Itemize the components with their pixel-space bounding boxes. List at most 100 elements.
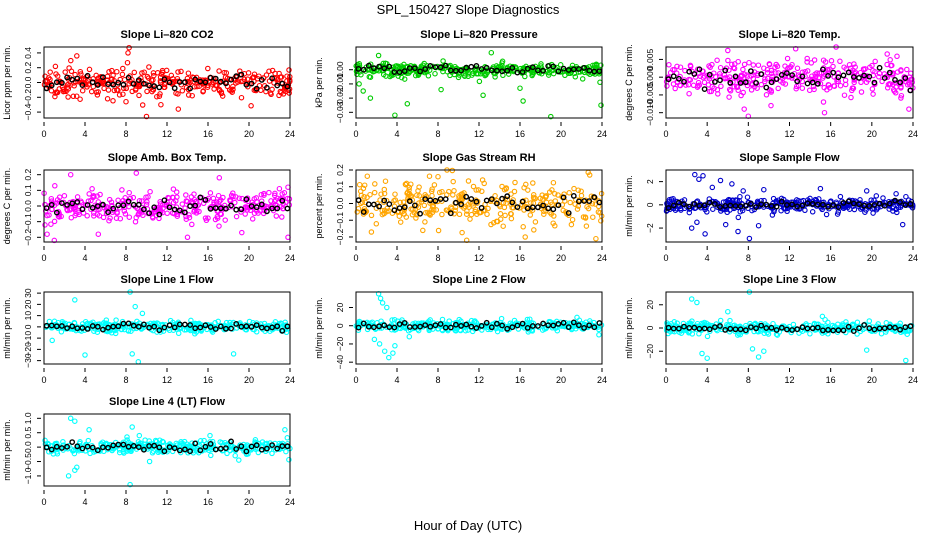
- reference-point: [396, 205, 403, 212]
- reference-point: [748, 324, 754, 330]
- data-point-outlier: [133, 170, 140, 176]
- reference-point: [892, 77, 898, 83]
- data-point: [578, 192, 585, 199]
- y-tick-label: 0.2: [23, 169, 33, 181]
- data-point: [237, 442, 243, 448]
- y-tick-label: 0.2: [335, 164, 345, 176]
- plot-frame: [665, 169, 914, 243]
- data-point: [90, 76, 96, 82]
- reference-point: [442, 196, 449, 203]
- y-tick-label: −0.01: [335, 73, 345, 95]
- reference-point: [233, 206, 240, 213]
- data-point: [58, 213, 64, 220]
- data-point: [820, 75, 826, 81]
- data-point: [456, 193, 462, 199]
- data-point: [42, 222, 48, 228]
- data-point: [91, 193, 97, 200]
- data-point: [512, 64, 518, 70]
- data-point: [768, 67, 775, 74]
- reference-point: [581, 65, 587, 71]
- x-tick-label: 16: [826, 129, 836, 139]
- reference-point: [691, 71, 698, 77]
- reference-point: [892, 197, 898, 204]
- reference-point: [586, 198, 593, 205]
- x-tick-label: 12: [162, 497, 172, 507]
- y-axis-label: ml/min per min.: [314, 297, 324, 359]
- x-tick-label: 16: [203, 375, 213, 385]
- reference-point: [504, 325, 511, 332]
- data-point: [733, 83, 740, 90]
- data-point: [261, 207, 268, 214]
- reference-point: [830, 69, 837, 76]
- data-point: [459, 229, 465, 236]
- reference-point: [176, 447, 183, 454]
- data-point-outlier: [184, 234, 191, 241]
- y-tick-label: 0: [23, 324, 33, 329]
- y-tick-label: 0: [645, 325, 655, 330]
- reference-point: [509, 199, 516, 206]
- data-point: [284, 73, 290, 79]
- reference-point: [866, 325, 873, 332]
- reference-point: [105, 444, 112, 451]
- reference-point: [391, 69, 398, 76]
- reference-point: [263, 84, 270, 91]
- data-point: [894, 53, 900, 60]
- data-point: [672, 207, 679, 213]
- reference-point: [279, 443, 286, 449]
- data-point: [245, 70, 252, 76]
- reference-point: [586, 322, 593, 329]
- data-point: [717, 64, 724, 71]
- data-point-outlier: [282, 427, 288, 433]
- data-point: [502, 212, 508, 219]
- data-point: [493, 218, 500, 225]
- data-point: [64, 207, 71, 214]
- reference-point: [717, 204, 723, 210]
- reference-point: [825, 73, 831, 79]
- reference-point: [94, 203, 101, 210]
- data-point: [196, 208, 202, 215]
- reference-point: [432, 322, 439, 329]
- data-point: [754, 85, 760, 91]
- data-point: [217, 211, 224, 217]
- data-point: [766, 61, 773, 67]
- data-point: [48, 195, 55, 202]
- data-point: [156, 208, 163, 215]
- y-tick-label: 0.5: [23, 427, 33, 439]
- data-point-outlier: [761, 348, 767, 354]
- data-point-outlier: [239, 229, 245, 236]
- data-point: [554, 327, 561, 334]
- reference-point: [701, 325, 708, 332]
- data-point: [184, 441, 190, 447]
- data-point: [115, 197, 121, 204]
- reference-point: [222, 325, 229, 332]
- data-point: [79, 87, 86, 94]
- reference-point: [712, 79, 718, 85]
- reference-point: [722, 67, 729, 74]
- data-point-outlier: [596, 332, 602, 338]
- data-point: [686, 90, 692, 97]
- data-point: [687, 63, 694, 70]
- data-point: [271, 198, 278, 205]
- reference-point: [473, 63, 480, 69]
- data-point: [218, 90, 225, 97]
- data-point: [131, 69, 138, 76]
- data-point: [834, 211, 841, 217]
- data-point-outlier: [702, 231, 708, 237]
- data-point: [546, 70, 552, 76]
- data-point: [175, 69, 181, 75]
- data-point-outlier: [379, 300, 386, 306]
- data-point: [887, 81, 894, 87]
- reference-point: [717, 77, 723, 84]
- data-point: [215, 192, 222, 199]
- series-points: [353, 49, 604, 120]
- data-point: [179, 88, 186, 94]
- x-tick-label: 0: [353, 129, 358, 139]
- data-point: [522, 234, 528, 240]
- data-point: [53, 440, 60, 447]
- data-point: [511, 188, 518, 195]
- data-point: [135, 439, 142, 445]
- data-point: [488, 221, 494, 228]
- data-point-outlier: [725, 47, 731, 54]
- data-point: [233, 213, 240, 220]
- data-point: [498, 315, 505, 322]
